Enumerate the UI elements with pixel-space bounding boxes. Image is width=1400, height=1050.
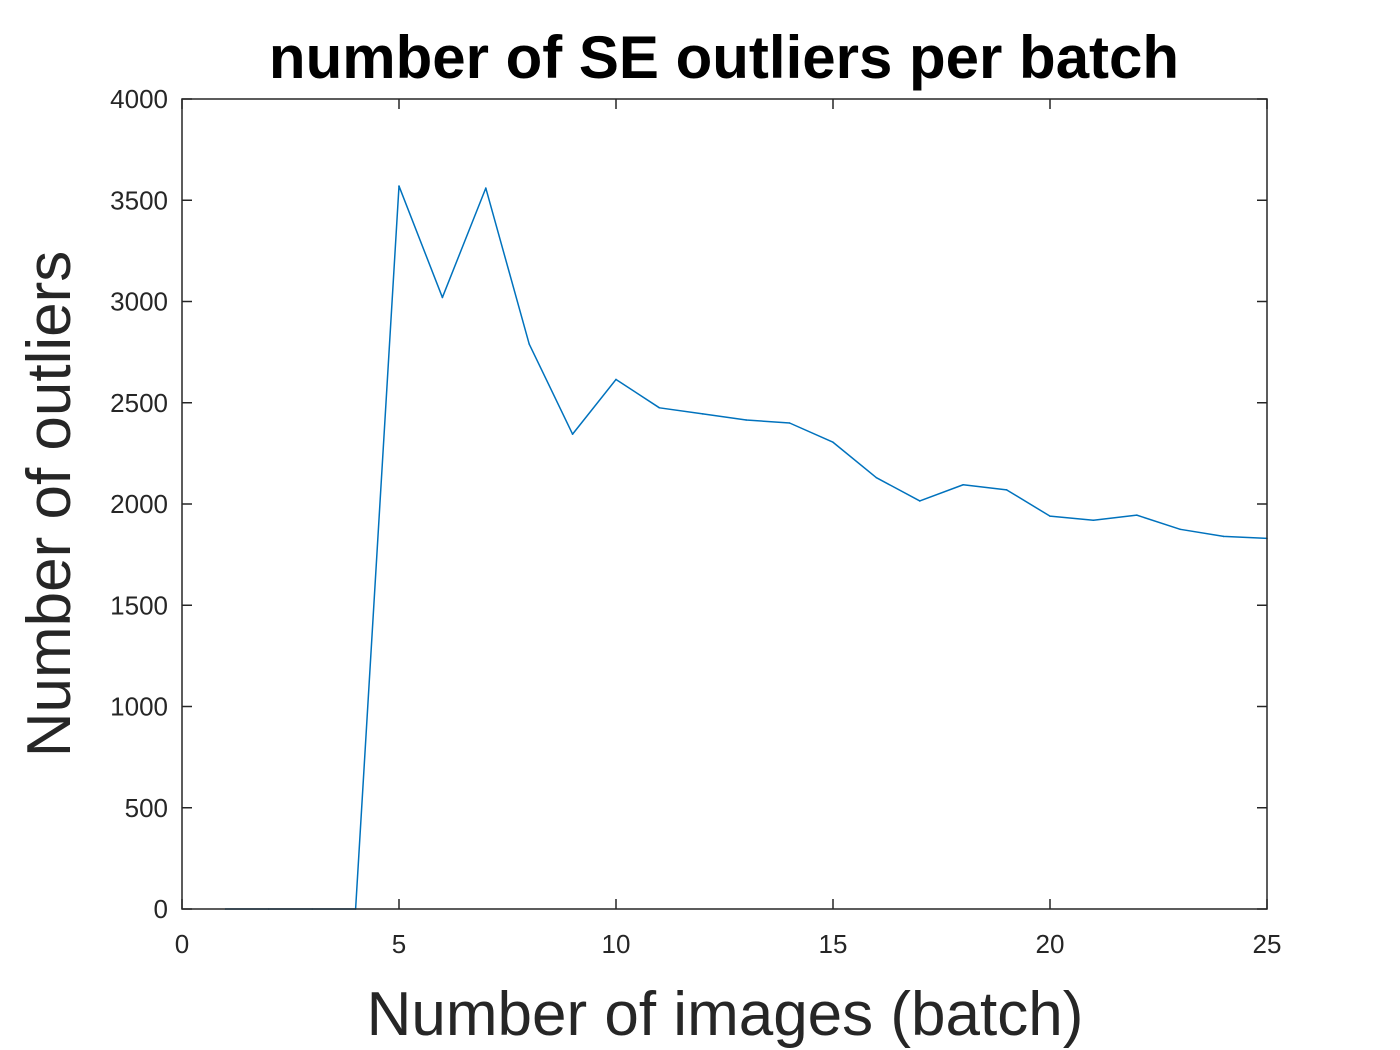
data-point — [875, 476, 878, 479]
data-point — [745, 419, 747, 421]
data-point — [528, 343, 530, 345]
data-point — [1049, 515, 1051, 517]
data-point — [1179, 528, 1181, 531]
data-point — [398, 185, 400, 187]
y-tick-label: 1000 — [110, 692, 168, 722]
data-point — [702, 413, 704, 415]
y-axis-label: Number of outliers — [15, 251, 84, 758]
chart-title: number of SE outliers per batch — [269, 24, 1179, 91]
y-tick-label: 3000 — [110, 287, 168, 317]
plot-area — [182, 99, 1267, 909]
data-point — [919, 500, 921, 502]
data-point — [1136, 514, 1138, 516]
data-point — [1092, 519, 1095, 521]
data-point — [832, 441, 834, 444]
y-tick-label: 0 — [154, 894, 168, 924]
data-point — [1005, 489, 1008, 491]
x-tick-label: 15 — [819, 929, 848, 959]
data-point — [658, 407, 661, 409]
data-point — [441, 296, 444, 299]
data-point — [788, 422, 791, 424]
y-tick-label: 500 — [125, 793, 168, 823]
y-tick-label: 2000 — [110, 489, 168, 519]
y-tick-label: 1500 — [110, 590, 168, 620]
x-tick-label: 0 — [175, 929, 189, 959]
x-tick-label: 25 — [1253, 929, 1282, 959]
axes-box — [181, 98, 1268, 910]
x-tick-label: 20 — [1036, 929, 1065, 959]
data-point — [615, 378, 617, 381]
x-tick-label: 10 — [602, 929, 631, 959]
y-tick-label: 4000 — [110, 84, 168, 114]
data-point — [1222, 535, 1225, 538]
data-point — [962, 483, 964, 486]
x-tick-label: 5 — [392, 929, 406, 959]
data-point — [485, 187, 487, 189]
data-point — [571, 433, 574, 435]
y-tick-label: 3500 — [110, 185, 168, 215]
y-tick-label: 2500 — [110, 388, 168, 418]
x-axis-label: Number of images (batch) — [367, 980, 1084, 1049]
